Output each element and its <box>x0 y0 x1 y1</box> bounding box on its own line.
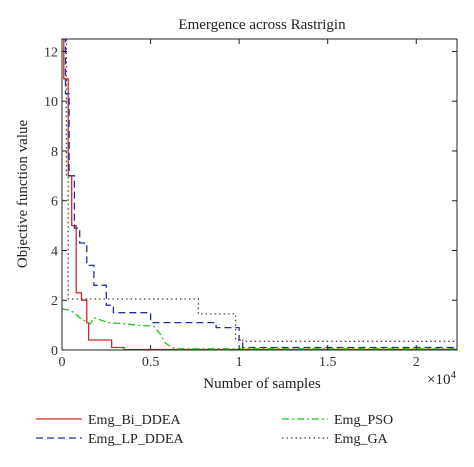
y-tick-label: 2 <box>51 294 58 309</box>
legend-label: Emg_LP_DDEA <box>88 432 185 447</box>
y-tick-label: 6 <box>51 195 58 210</box>
legend-item-emg-pso: Emg_PSO <box>282 413 393 428</box>
y-tick-label: 8 <box>51 145 58 160</box>
legend-item-emg-bi-ddea: Emg_Bi_DDEA <box>36 413 181 428</box>
x-tick-label: 0 <box>59 355 66 370</box>
x-tick-label: 0.5 <box>142 355 160 370</box>
y-axis-label: Objective function value <box>15 120 31 269</box>
series-line-emg-pso <box>62 308 457 350</box>
y-tick-label: 10 <box>44 95 58 110</box>
legend-item-emg-ga: Emg_GA <box>282 432 389 447</box>
plot-series <box>62 39 457 350</box>
chart-title: Emergence across Rastrigin <box>178 17 346 33</box>
x-tick-label: 1 <box>236 355 243 370</box>
y-tick-label: 0 <box>51 344 58 359</box>
axis-ticks: 0 0.5 1 1.5 2 0 2 4 6 8 10 12 <box>44 39 457 370</box>
series-line-emg-lp-ddea <box>62 39 457 349</box>
series-line-emg-bi-ddea <box>62 39 457 350</box>
x-tick-label: 1.5 <box>319 355 337 370</box>
x-axis-exponent-power: 4 <box>450 369 456 381</box>
y-tick-label: 4 <box>51 244 58 259</box>
y-tick-label: 12 <box>44 45 58 60</box>
x-tick-label: 2 <box>413 355 420 370</box>
legend: Emg_Bi_DDEA Emg_PSO Emg_LP_DDEA Emg_GA <box>36 413 393 447</box>
x-axis-label: Number of samples <box>203 376 321 392</box>
legend-item-emg-lp-ddea: Emg_LP_DDEA <box>36 432 185 447</box>
x-axis-exponent: ×104 <box>427 369 456 388</box>
x-axis-exponent-base: ×10 <box>427 372 450 388</box>
series-line-emg-ga <box>62 39 457 342</box>
legend-label: Emg_Bi_DDEA <box>88 413 181 428</box>
plot-frame <box>61 38 458 351</box>
legend-label: Emg_GA <box>334 432 389 447</box>
legend-label: Emg_PSO <box>334 413 393 428</box>
